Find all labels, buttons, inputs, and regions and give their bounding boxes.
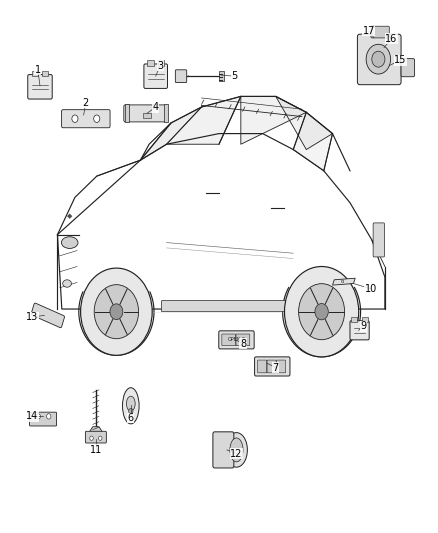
- FancyBboxPatch shape: [144, 64, 167, 88]
- FancyBboxPatch shape: [28, 75, 52, 99]
- Circle shape: [299, 284, 345, 340]
- Circle shape: [36, 414, 40, 419]
- FancyBboxPatch shape: [219, 331, 254, 349]
- FancyBboxPatch shape: [62, 110, 110, 128]
- Text: 13: 13: [26, 312, 38, 322]
- Circle shape: [129, 408, 133, 414]
- FancyBboxPatch shape: [373, 223, 385, 257]
- Polygon shape: [241, 96, 306, 144]
- Circle shape: [94, 285, 138, 338]
- FancyBboxPatch shape: [258, 360, 267, 373]
- Polygon shape: [90, 427, 102, 436]
- Text: 7: 7: [272, 362, 279, 373]
- Text: 10: 10: [365, 284, 377, 294]
- Text: 2: 2: [83, 98, 89, 108]
- FancyBboxPatch shape: [124, 105, 166, 122]
- Ellipse shape: [61, 237, 78, 248]
- Text: 16: 16: [385, 34, 398, 44]
- Circle shape: [99, 436, 102, 440]
- FancyBboxPatch shape: [85, 431, 106, 443]
- FancyBboxPatch shape: [276, 360, 286, 373]
- Circle shape: [72, 115, 78, 123]
- FancyBboxPatch shape: [236, 334, 250, 346]
- FancyBboxPatch shape: [161, 301, 294, 312]
- Polygon shape: [293, 112, 332, 171]
- FancyBboxPatch shape: [357, 34, 401, 85]
- Ellipse shape: [230, 438, 243, 462]
- FancyBboxPatch shape: [31, 303, 64, 328]
- FancyBboxPatch shape: [222, 334, 236, 346]
- Text: 4: 4: [152, 102, 159, 112]
- Text: 17: 17: [363, 26, 375, 36]
- Text: 9: 9: [360, 321, 366, 331]
- Circle shape: [110, 304, 123, 320]
- Bar: [32, 71, 38, 76]
- Polygon shape: [141, 107, 201, 160]
- Ellipse shape: [226, 433, 247, 467]
- FancyBboxPatch shape: [371, 26, 389, 38]
- Text: 6: 6: [128, 413, 134, 423]
- FancyBboxPatch shape: [213, 432, 234, 468]
- Circle shape: [46, 414, 51, 419]
- Circle shape: [366, 44, 391, 74]
- Text: ◆: ◆: [67, 213, 72, 219]
- FancyBboxPatch shape: [401, 59, 415, 77]
- Ellipse shape: [127, 396, 135, 411]
- Circle shape: [315, 304, 328, 320]
- FancyBboxPatch shape: [175, 70, 187, 83]
- Text: OPEN·S: OPEN·S: [227, 337, 246, 342]
- FancyBboxPatch shape: [267, 360, 276, 373]
- FancyBboxPatch shape: [254, 357, 290, 376]
- Text: 8: 8: [240, 338, 246, 349]
- Text: 14: 14: [26, 411, 38, 422]
- Text: 1: 1: [35, 65, 41, 75]
- Bar: [362, 317, 368, 322]
- Text: 12: 12: [230, 449, 243, 458]
- Circle shape: [285, 266, 359, 357]
- FancyBboxPatch shape: [29, 412, 57, 426]
- Ellipse shape: [123, 387, 139, 424]
- Polygon shape: [276, 96, 332, 150]
- Bar: [219, 71, 224, 82]
- FancyBboxPatch shape: [350, 321, 369, 340]
- Text: 11: 11: [90, 445, 102, 455]
- Ellipse shape: [63, 280, 71, 287]
- Bar: [158, 60, 164, 66]
- Text: 15: 15: [394, 55, 406, 65]
- Text: 5: 5: [231, 71, 237, 81]
- Bar: [351, 317, 357, 322]
- Circle shape: [94, 115, 100, 123]
- Bar: [164, 104, 168, 123]
- Bar: [125, 104, 129, 123]
- Text: o: o: [341, 279, 344, 285]
- Circle shape: [81, 268, 152, 356]
- Circle shape: [372, 51, 385, 67]
- Polygon shape: [166, 96, 241, 144]
- Polygon shape: [332, 278, 355, 285]
- Text: 3: 3: [157, 61, 163, 70]
- Bar: [148, 60, 153, 66]
- Bar: [42, 71, 48, 76]
- Bar: [143, 113, 151, 118]
- Circle shape: [90, 436, 93, 440]
